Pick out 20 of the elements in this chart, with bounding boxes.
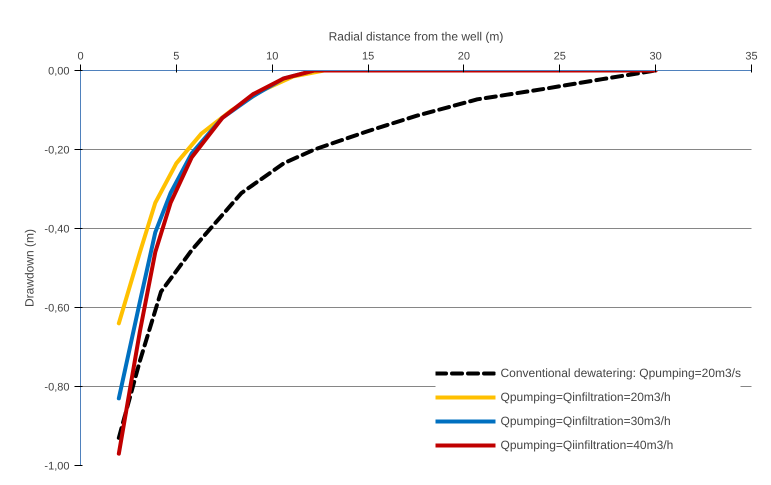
y-tick-label: -0,80 — [44, 382, 70, 394]
x-tick-label: 0 — [77, 50, 84, 62]
y-tick-label: -0,60 — [44, 302, 70, 314]
legend-label: Qpumping=Qinfiltration=20m3/h — [500, 390, 671, 404]
x-tick-label: 20 — [458, 50, 470, 62]
legend-label: Conventional dewatering: Qpumping=20m3/s — [500, 366, 741, 380]
x-tick-label: 5 — [173, 50, 180, 62]
y-tick-label: 0,00 — [48, 66, 70, 78]
y-axis-title: Drawdown (m) — [22, 228, 36, 308]
y-tick-label: -0,20 — [44, 144, 70, 156]
y-tick-label: -1,00 — [44, 460, 70, 472]
x-tick-label: 30 — [650, 50, 662, 62]
x-tick-label: 25 — [554, 50, 566, 62]
x-tick-label: 15 — [362, 50, 374, 62]
x-tick-label: 10 — [266, 50, 278, 62]
x-tick-label: 35 — [745, 50, 758, 62]
x-axis-title: Radial distance from the well (m) — [328, 30, 504, 44]
y-tick-label: -0,40 — [44, 224, 70, 236]
legend-label: Qpumping=Qinfiltration=30m3/h — [500, 414, 671, 428]
legend-label: Qpumping=Qiinfiltration=40m3/h — [500, 438, 674, 452]
